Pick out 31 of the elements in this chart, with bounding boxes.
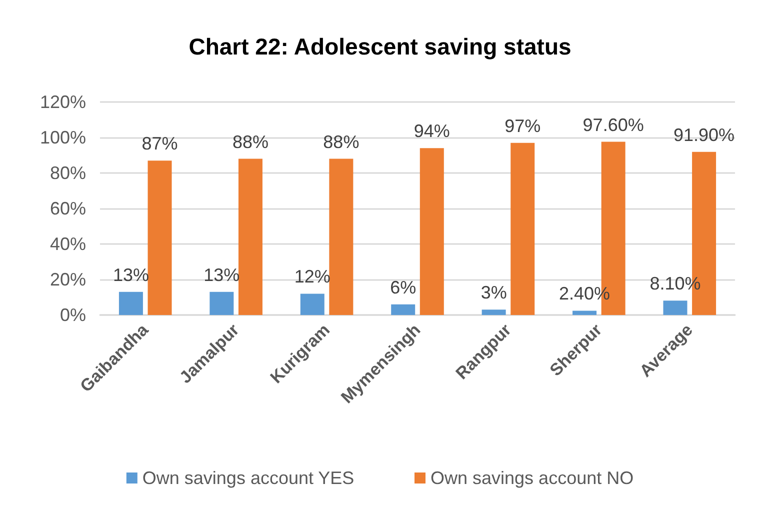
y-tick-label: 20% bbox=[50, 270, 86, 290]
y-tick-label: 80% bbox=[50, 163, 86, 183]
data-label: 97.60% bbox=[582, 114, 644, 135]
legend-label: Own savings account NO bbox=[430, 468, 634, 488]
data-label: 3% bbox=[480, 282, 507, 303]
bar bbox=[118, 292, 143, 315]
bar bbox=[238, 158, 262, 315]
y-tick-label: 60% bbox=[50, 198, 86, 218]
chart-title: Chart 22: Adolescent saving status bbox=[188, 34, 572, 60]
bar bbox=[300, 294, 324, 315]
bar bbox=[663, 300, 688, 315]
y-tick-label: 0% bbox=[60, 305, 86, 325]
data-label: 97% bbox=[504, 116, 541, 136]
bar bbox=[510, 142, 535, 315]
data-label: 91.90% bbox=[674, 124, 735, 145]
bar bbox=[148, 160, 172, 315]
y-tick-label: 120% bbox=[40, 92, 86, 112]
legend-label: Own savings account YES bbox=[142, 468, 354, 488]
data-label: 88% bbox=[232, 132, 268, 152]
bar bbox=[329, 158, 354, 315]
bar bbox=[572, 310, 597, 315]
data-label: 88% bbox=[323, 132, 360, 152]
bar bbox=[420, 148, 444, 315]
bar bbox=[210, 292, 234, 315]
bar bbox=[391, 304, 416, 315]
data-label: 94% bbox=[414, 121, 450, 142]
data-label: 87% bbox=[142, 134, 178, 154]
data-label: 6% bbox=[390, 277, 416, 298]
bar bbox=[482, 310, 506, 315]
y-tick-label: 40% bbox=[50, 234, 86, 254]
y-tick-label: 100% bbox=[40, 128, 86, 148]
